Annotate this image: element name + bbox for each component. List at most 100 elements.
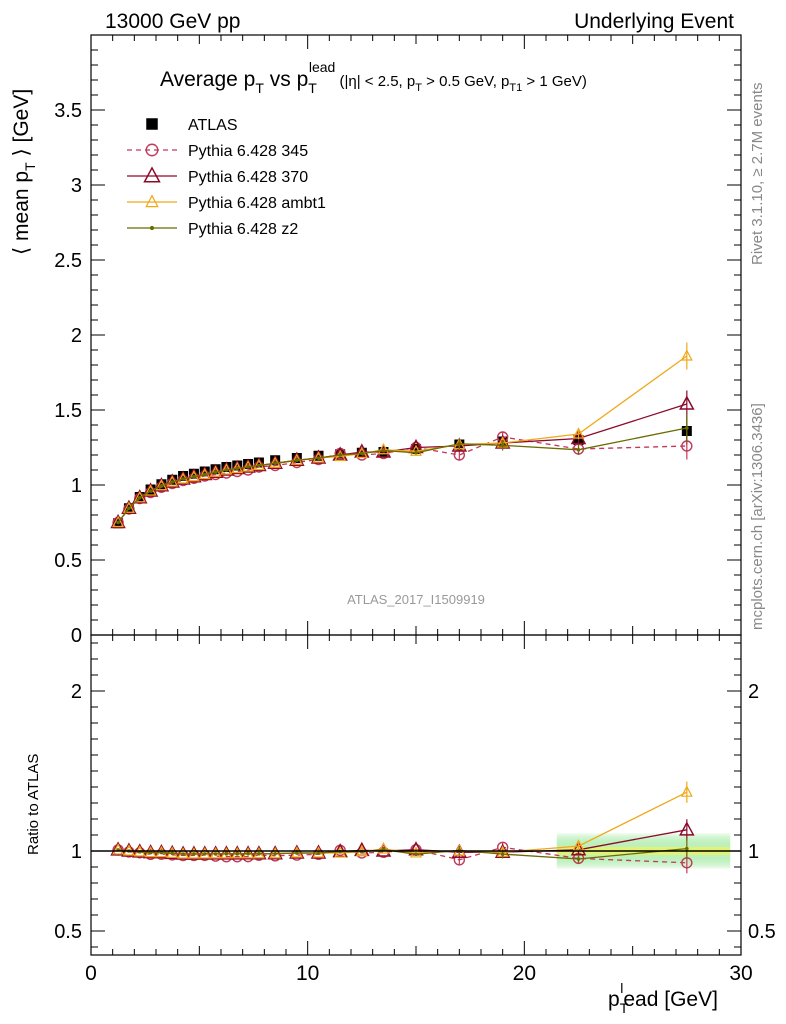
- ratio-data-point: [246, 852, 250, 856]
- side-label-mcplots: mcplots.cern.ch [arXiv:1306.3436]: [749, 403, 766, 630]
- data-point: [257, 463, 261, 468]
- series-line: [117, 403, 687, 523]
- ratio-data-point: [196, 845, 213, 860]
- ratio-data-point: [181, 852, 185, 856]
- data-point: [377, 442, 390, 455]
- ratio-data-point: [576, 857, 581, 861]
- ratio-data-point: [192, 852, 196, 856]
- data-point: [235, 466, 240, 471]
- ratio-data-point: [289, 844, 305, 859]
- ratio-data-point: [220, 847, 233, 859]
- data-point: [167, 474, 178, 485]
- ratio-data-point: [213, 852, 218, 856]
- data-point: [289, 451, 305, 466]
- ratio-data-point: [187, 847, 200, 859]
- y-tick-label: 2: [71, 325, 82, 347]
- data-point: [170, 480, 175, 484]
- data-point: [122, 501, 135, 513]
- ratio-data-point: [273, 851, 277, 856]
- y-tick-label: 1: [71, 475, 82, 497]
- ratio-data-point: [186, 845, 202, 860]
- data-point: [181, 477, 185, 481]
- ratio-data-point: [209, 847, 222, 859]
- ratio-data-point: [410, 846, 422, 858]
- ratio-data-point: [500, 852, 505, 856]
- data-point: [316, 456, 321, 460]
- ratio-data-point: [235, 852, 240, 856]
- legend-marker: [143, 166, 161, 183]
- legend-label: Pythia 6.428 ambt1: [188, 195, 326, 212]
- x-axis-label: pTlead [GeV]: [608, 980, 718, 1016]
- data-point: [213, 470, 218, 475]
- ratio-y-tick-label-right: 2: [748, 681, 759, 703]
- ratio-data-point: [290, 846, 303, 858]
- data-point: [127, 506, 131, 511]
- series-line: [117, 355, 688, 523]
- data-point: [680, 349, 693, 361]
- ratio-data-point: [198, 847, 211, 859]
- analysis-label: ATLAS_2017_I1509919: [347, 592, 485, 607]
- data-point: [679, 395, 695, 410]
- y-tick-label: 3: [71, 175, 82, 197]
- data-point: [576, 447, 581, 452]
- ratio-y-tick-label: 2: [71, 681, 82, 703]
- data-point: [202, 472, 207, 477]
- legend-label: Pythia 6.428 345: [188, 143, 308, 160]
- data-point: [221, 462, 232, 472]
- ratio-data-point: [685, 846, 689, 851]
- legend-item: Pythia 6.428 370: [127, 166, 308, 186]
- data-point: [112, 515, 125, 528]
- x-tick-label: 30: [729, 962, 752, 985]
- ratio-data-point: [316, 851, 321, 855]
- legend-label: ATLAS: [188, 117, 238, 134]
- ratio-data-point: [572, 839, 585, 851]
- chart-title: Average pT vs pTlead (|η| < 2.5, pT > 0.…: [160, 59, 587, 96]
- data-point: [110, 513, 126, 529]
- y-tick-label: 1.5: [54, 400, 82, 422]
- data-point: [295, 458, 299, 463]
- data-point: [500, 443, 505, 448]
- data-point: [360, 451, 364, 456]
- ratio-data-point: [207, 845, 224, 860]
- data-point: [224, 468, 229, 472]
- data-point: [137, 495, 142, 500]
- ratio-data-point: [121, 842, 137, 857]
- legend: ATLAS Pythia 6.428 345 Pythia 6.428 370 Pyt…: [127, 117, 326, 238]
- legend-marker: [149, 225, 155, 231]
- x-tick-label: 10: [296, 962, 319, 985]
- ratio-y-tick-label: 0.5: [54, 921, 82, 943]
- data-point: [338, 453, 342, 457]
- ratio-data-point: [240, 845, 256, 860]
- data-point: [572, 427, 585, 439]
- y-tick-label: 0: [71, 625, 82, 647]
- data-point: [148, 489, 153, 493]
- ratio-y-tick-label: 1: [71, 841, 82, 863]
- ratio-data-point: [295, 851, 299, 855]
- ratio-data-point: [175, 845, 191, 860]
- ratio-y-tick-label-right: 0.5: [748, 921, 776, 943]
- ratio-data-point: [170, 851, 175, 856]
- header-left: 13000 GeV pp: [105, 10, 240, 33]
- main-panel: 0 0.5 1 1.5 2 2.5 3 3.5: [54, 34, 742, 955]
- ratio-data-point: [155, 845, 168, 858]
- ratio-data-point: [310, 844, 327, 859]
- ratio-frame: [90, 634, 742, 956]
- ratio-data-point: [377, 842, 390, 854]
- legend-label: Pythia 6.428 z2: [188, 221, 298, 238]
- data-point: [410, 444, 422, 456]
- data-point: [121, 499, 137, 514]
- header-right: Underlying Event: [574, 10, 734, 33]
- data-point: [457, 441, 462, 446]
- legend-marker: [145, 194, 159, 208]
- ratio-data-point: [231, 847, 244, 859]
- y-tick-label: 2.5: [54, 250, 82, 272]
- ratio-data-point: [148, 850, 153, 855]
- legend-label: Pythia 6.428 370: [188, 169, 308, 186]
- data-point: [381, 448, 386, 453]
- ratio-data-point: [229, 845, 246, 860]
- ratio-data-point: [679, 821, 695, 836]
- legend-item: ATLAS: [146, 117, 238, 134]
- data-point: [243, 459, 254, 469]
- legend-item: Pythia 6.428 z2: [127, 221, 298, 238]
